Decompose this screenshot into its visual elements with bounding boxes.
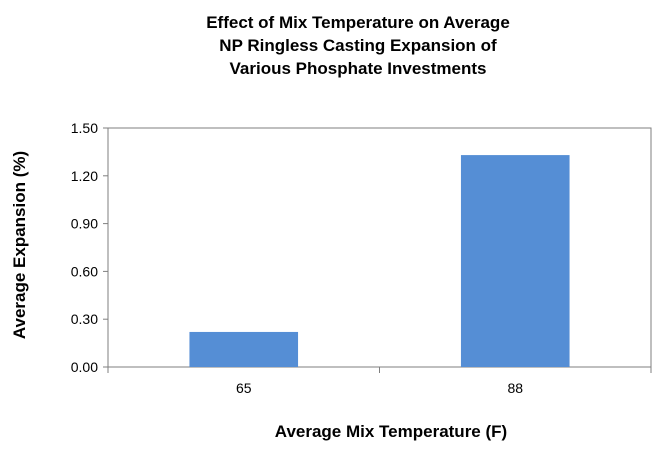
chart-title: Effect of Mix Temperature on Average NP … bbox=[206, 13, 510, 78]
y-tick-label: 0.30 bbox=[71, 311, 98, 327]
chart-title-line-3: Various Phosphate Investments bbox=[230, 59, 487, 78]
y-axis-title: Average Expansion (%) bbox=[10, 151, 29, 339]
y-tick-label: 1.50 bbox=[71, 120, 98, 136]
bar-65 bbox=[189, 331, 299, 367]
plot-area: 0.00 0.30 0.60 0.90 1.20 1.50 65 88 bbox=[71, 120, 652, 396]
x-tick-label: 88 bbox=[507, 380, 523, 396]
bar-88 bbox=[460, 155, 570, 367]
y-tick-label: 0.00 bbox=[71, 359, 98, 375]
x-axis-title: Average Mix Temperature (F) bbox=[275, 422, 507, 441]
y-tick-label: 1.20 bbox=[71, 168, 98, 184]
y-tick-label: 0.90 bbox=[71, 216, 98, 232]
chart-title-line-2: NP Ringless Casting Expansion of bbox=[219, 36, 497, 55]
x-tick-label: 65 bbox=[236, 380, 252, 396]
y-tick-label: 0.60 bbox=[71, 263, 98, 279]
chart-title-line-1: Effect of Mix Temperature on Average bbox=[206, 13, 510, 32]
